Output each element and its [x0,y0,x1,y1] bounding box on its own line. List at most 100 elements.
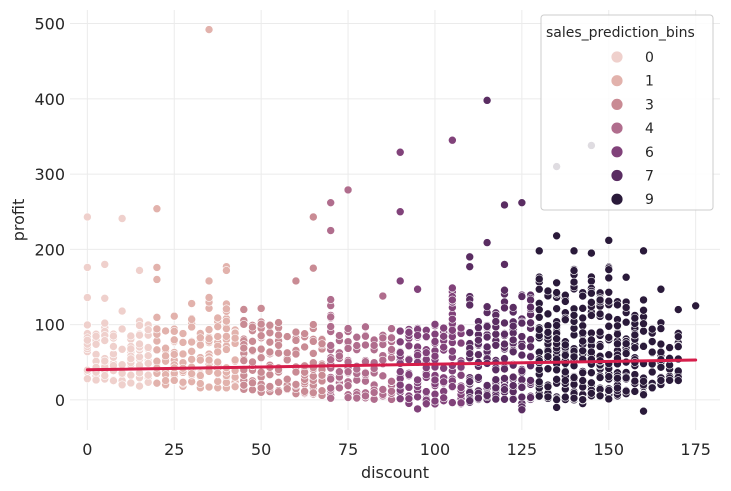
scatter-point [465,377,475,386]
scatter-point [135,381,144,391]
scatter-point [413,331,422,340]
scatter-point [187,355,196,364]
scatter-point [552,304,561,313]
scatter-point [604,265,614,274]
scatter-point [587,248,596,258]
scatter-point [517,318,527,328]
scatter-point [265,382,275,391]
scatter-point [491,383,501,393]
scatter-point [656,376,666,385]
scatter-point [117,380,127,390]
scatter-point [647,337,657,346]
scatter-point [109,342,118,351]
scatter-point [595,373,605,382]
legend-label: 4 [645,121,654,137]
scatter-point [587,276,596,286]
scatter-point [543,328,553,337]
scatter-point [83,335,92,345]
scatter-point [204,325,214,334]
scatter-point [552,365,561,375]
scatter-point [656,362,666,372]
scatter-point [300,387,309,396]
scatter-point [152,345,162,355]
scatter-point [673,305,683,314]
scatter-point [639,295,648,305]
scatter-point [239,343,249,353]
scatter-point [230,333,240,343]
scatter-point [204,293,214,302]
y-tick-label: 300 [34,165,65,184]
scatter-point [448,295,457,305]
scatter-point [213,368,223,378]
scatter-point [613,339,622,349]
x-tick-label: 175 [680,440,711,459]
scatter-point [621,303,631,312]
scatter-point [395,380,405,390]
scatter-point [309,388,318,398]
scatter-point [561,367,570,377]
scatter-point [474,335,483,345]
scatter-point [517,366,527,376]
legend: sales_prediction_bins 0 1 3 4 6 7 9 [540,14,714,211]
scatter-point [552,403,561,412]
x-axis-label: discount [361,463,429,482]
scatter-point [421,348,431,357]
scatter-point [387,345,396,354]
scatter-point [413,404,422,414]
scatter-point [335,367,344,377]
scatter-point [152,263,162,272]
scatter-point [256,331,266,341]
scatter-point [604,350,614,360]
scatter-point [508,335,518,345]
scatter-point [517,342,527,351]
scatter-point [222,316,231,326]
scatter-point [500,339,509,349]
scatter-point [369,388,379,397]
scatter-point [621,272,631,282]
scatter-point [343,381,353,390]
scatter-point [647,383,657,393]
scatter-point [395,367,405,376]
scatter-point [587,347,596,357]
scatter-point [309,263,318,273]
scatter-point [378,355,388,365]
scatter-point [474,350,483,359]
scatter-point [274,318,283,327]
scatter-point [335,383,344,393]
scatter-point [448,382,457,391]
scatter-point [117,344,127,354]
scatter-point [587,368,596,377]
x-tick-label: 75 [338,440,358,459]
scatter-point [230,355,240,365]
scatter-point [534,246,544,256]
scatter-point [587,378,596,388]
scatter-point [387,324,396,333]
scatter-point [387,333,396,343]
scatter-point [621,373,631,383]
y-axis-ticks: 0 100 200 300 400 500 [34,15,65,410]
scatter-point [100,356,110,366]
scatter-point [569,393,579,403]
y-tick-label: 100 [34,316,65,335]
scatter-point [352,393,362,403]
scatter-point [256,367,266,377]
scatter-point [621,317,631,327]
scatter-point [161,326,170,336]
scatter-point [604,236,614,245]
scatter-point [222,324,231,333]
scatter-point [465,349,475,358]
scatter-point [639,246,648,256]
scatter-point [152,204,162,214]
scatter-point [587,288,596,298]
scatter-point [439,377,448,387]
scatter-point [595,309,605,319]
scatter-point [265,320,275,330]
legend-marker [610,74,624,88]
scatter-point [265,370,275,379]
scatter-point [656,339,666,349]
scatter-point [595,295,605,305]
scatter-point [526,302,535,312]
scatter-point [552,288,561,297]
scatter-point [552,231,561,241]
